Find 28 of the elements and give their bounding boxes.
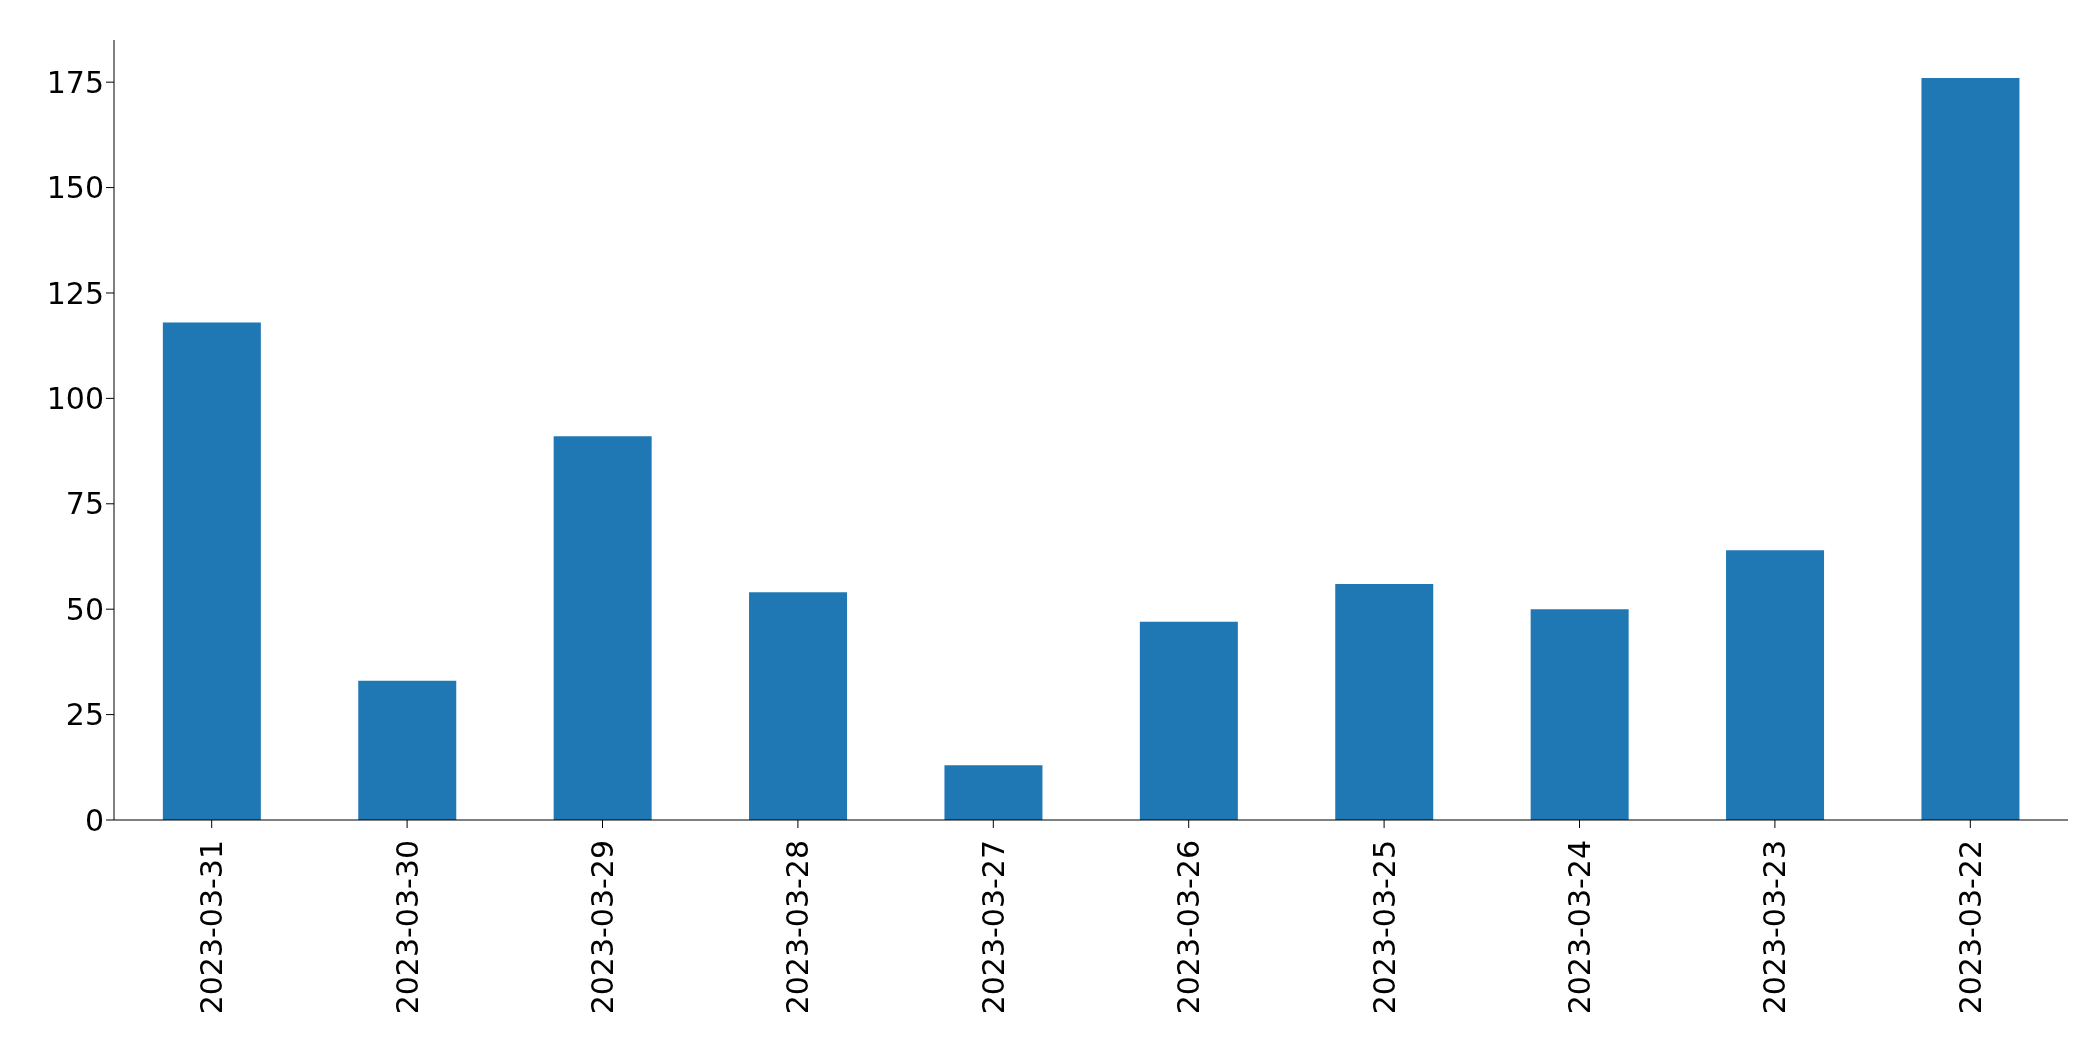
bar <box>749 592 848 820</box>
y-tick-label: 25 <box>65 697 104 733</box>
bar <box>1921 77 2020 820</box>
x-tick-label: 2023-03-30 <box>389 840 425 1015</box>
y-tick-label: 50 <box>65 591 104 627</box>
x-tick-label: 2023-03-23 <box>1757 840 1793 1015</box>
bar <box>1530 609 1629 820</box>
y-tick-label: 125 <box>46 275 104 311</box>
x-tick-label: 2023-03-31 <box>194 840 230 1015</box>
x-tick-label: 2023-03-24 <box>1562 840 1597 1015</box>
x-tick-label: 2023-03-22 <box>1952 840 1988 1015</box>
bar <box>358 680 457 820</box>
y-tick-label: 150 <box>46 170 104 206</box>
x-tick-label: 2023-03-28 <box>780 840 816 1015</box>
y-tick-label: 0 <box>84 802 104 838</box>
x-tick-label: 2023-03-29 <box>585 840 620 1015</box>
bar <box>1726 550 1825 820</box>
x-tick-label: 2023-03-26 <box>1171 840 1207 1015</box>
bar <box>162 322 261 820</box>
x-tick-label: 2023-03-25 <box>1366 840 1402 1015</box>
y-tick-label: 75 <box>65 486 104 522</box>
y-tick-label: 175 <box>46 64 104 100</box>
bar <box>553 436 652 820</box>
bar <box>1335 583 1434 820</box>
bar <box>944 765 1043 820</box>
y-tick-label: 100 <box>46 381 104 417</box>
bar <box>1139 621 1238 820</box>
x-tick-label: 2023-03-27 <box>975 840 1011 1015</box>
